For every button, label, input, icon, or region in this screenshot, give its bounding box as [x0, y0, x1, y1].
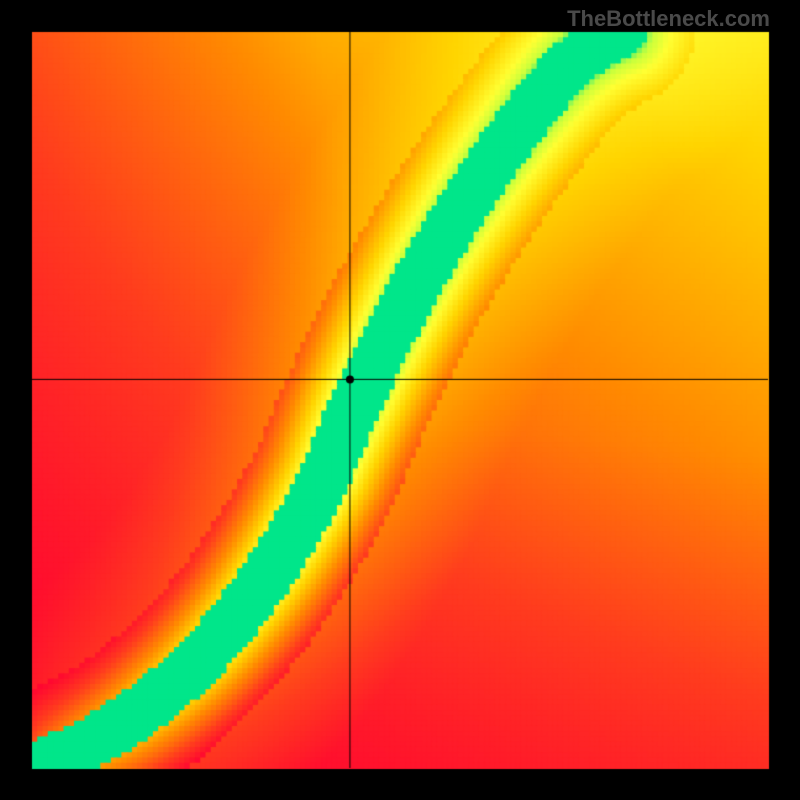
watermark-text: TheBottleneck.com: [567, 6, 770, 32]
heatmap-canvas: [0, 0, 800, 800]
chart-container: TheBottleneck.com: [0, 0, 800, 800]
